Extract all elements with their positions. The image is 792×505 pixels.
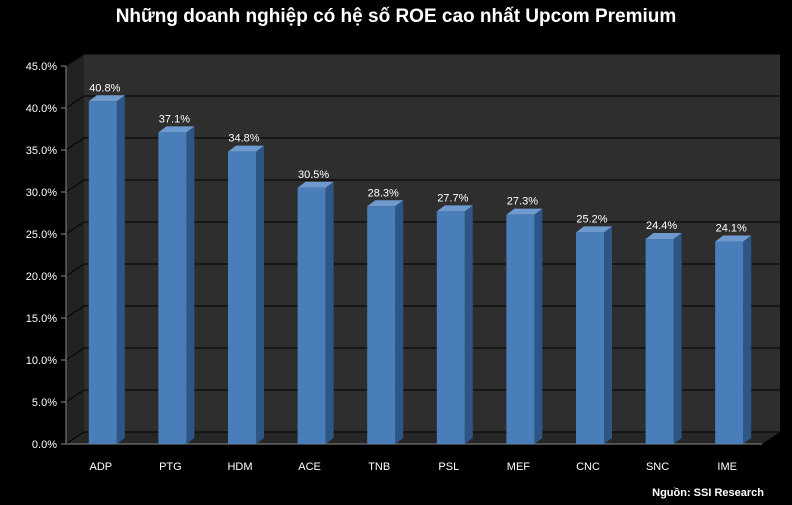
y-tick-label: 0.0% (32, 439, 57, 451)
gridline (65, 137, 780, 151)
data-label: 28.3% (368, 187, 399, 199)
bar-side (743, 235, 752, 444)
data-label: 30.5% (298, 169, 329, 181)
x-tick-label: MEF (507, 461, 531, 473)
gridlines (65, 53, 780, 445)
bar-adp (88, 95, 125, 444)
bar-front (715, 241, 744, 444)
x-tick-label: CNC (576, 461, 600, 473)
bar-top (576, 226, 612, 233)
gridline (65, 53, 780, 67)
bar-cnc (576, 226, 612, 444)
bar-front (158, 132, 187, 445)
bar-side (464, 205, 473, 444)
bar-top (158, 126, 195, 133)
gridline (65, 95, 780, 109)
x-tick-label: HDM (227, 461, 252, 473)
bar-ime (715, 235, 752, 444)
x-tick-label: ACE (298, 461, 321, 473)
y-tick-label: 40.0% (26, 103, 57, 115)
bar-top (297, 181, 334, 188)
y-tick-label: 25.0% (26, 229, 57, 241)
data-label: 24.4% (646, 220, 677, 232)
y-tick-label: 30.0% (26, 187, 57, 199)
bar-side (186, 126, 195, 445)
bar-hdm (228, 145, 264, 444)
gridline (65, 179, 780, 193)
bar-side (395, 200, 404, 444)
bar-top (367, 200, 404, 207)
bar-front (88, 101, 117, 444)
data-labels: 40.8% 37.1% 34.8% 30.5% 28.3% 27.7% 27.3% 25.2%… (89, 82, 747, 234)
bars (88, 95, 752, 445)
y-tick-label: 10.0% (26, 355, 57, 367)
bar-top (228, 145, 264, 152)
y-tick-label: 45.0% (26, 61, 57, 73)
bar-snc (645, 233, 682, 444)
bar-front (367, 206, 396, 444)
data-label: 37.1% (159, 113, 190, 125)
bar-top (436, 205, 473, 212)
bar-side (534, 208, 543, 444)
bar-front (436, 211, 465, 444)
data-label: 34.8% (228, 133, 259, 145)
bar-side (673, 233, 682, 444)
bar-tnb (367, 200, 404, 444)
gridline (65, 347, 780, 361)
data-label: 24.1% (716, 223, 747, 235)
bar-mef (506, 208, 543, 444)
gridline (65, 389, 780, 403)
bar-front (645, 239, 674, 444)
bar-psl (436, 205, 473, 444)
bar-side (325, 181, 334, 445)
bar-top (88, 95, 125, 102)
bar-side (116, 95, 125, 444)
y-tick-label: 5.0% (32, 397, 57, 409)
bar-side (604, 226, 612, 444)
data-label: 27.3% (507, 196, 538, 208)
gridline (65, 263, 780, 277)
source-note: Nguồn: SSI Research (652, 487, 764, 499)
gridline (65, 221, 780, 235)
bar-top (645, 233, 682, 240)
x-tick-label: ADP (89, 461, 112, 473)
x-tick-label: IME (717, 461, 737, 473)
data-label: 27.7% (437, 192, 468, 204)
gridline (65, 431, 780, 445)
x-axis: ADP PTG HDM ACE TNB PSL MEF CNC SNC IME (89, 461, 736, 473)
bar-top (715, 235, 752, 242)
x-tick-label: SNC (646, 461, 669, 473)
data-label: 25.2% (576, 213, 607, 225)
data-label: 40.8% (89, 82, 120, 94)
x-tick-label: PTG (159, 461, 182, 473)
x-tick-label: TNB (368, 461, 390, 473)
x-tick-label: PSL (438, 461, 459, 473)
gridline (65, 305, 780, 319)
bar-ace (297, 181, 334, 445)
bar-ptg (158, 126, 195, 445)
chart-title: Những doanh nghiệp có hệ số ROE cao nhất… (115, 6, 677, 27)
bar-front (576, 232, 604, 444)
side-wall (66, 54, 84, 444)
bar-top (506, 208, 543, 215)
y-tick-label: 20.0% (26, 271, 57, 283)
bar-side (256, 145, 264, 444)
bar-front (297, 187, 326, 445)
y-tick-label: 35.0% (26, 145, 57, 157)
y-tick-label: 15.0% (26, 313, 57, 325)
bar-front (228, 151, 256, 444)
bar-front (506, 214, 535, 444)
